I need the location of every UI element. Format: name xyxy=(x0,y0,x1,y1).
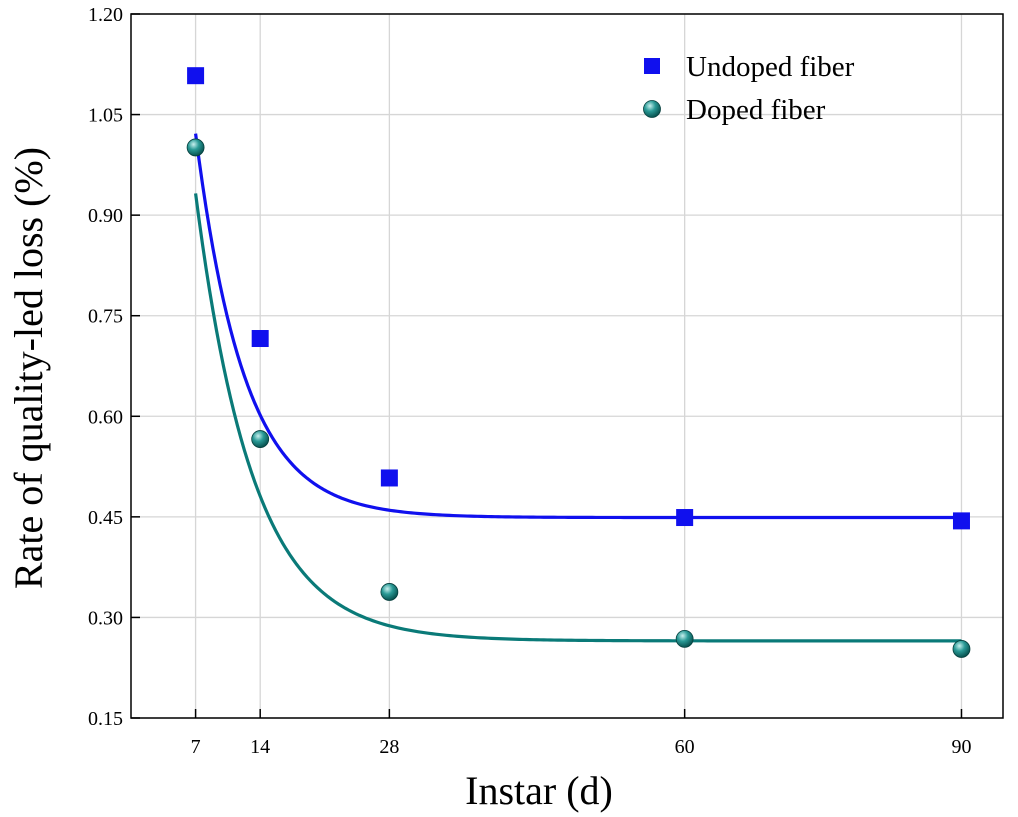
data-point-doped xyxy=(380,583,399,601)
legend-marker-sphere xyxy=(643,100,661,118)
data-point-undoped xyxy=(251,330,269,348)
y-tick-label: 1.20 xyxy=(88,4,123,26)
legend-marker-square xyxy=(644,58,660,74)
data-point-undoped xyxy=(380,469,398,487)
y-tick-label: 0.75 xyxy=(88,306,123,328)
data-point-doped xyxy=(675,629,694,648)
y-tick-label: 0.60 xyxy=(88,406,123,428)
y-tick-label: 0.30 xyxy=(88,607,123,629)
data-point-undoped xyxy=(187,67,205,85)
fit-curves xyxy=(194,133,962,643)
legend-label: Undoped fiber xyxy=(686,51,855,83)
legend-label: Doped fiber xyxy=(686,94,826,126)
y-tick-label: 0.45 xyxy=(88,507,123,529)
legend: Undoped fiber Doped fiber xyxy=(643,51,855,126)
data-point-doped xyxy=(186,138,205,157)
y-tick-label: 1.05 xyxy=(88,105,123,127)
x-tick-label: 14 xyxy=(250,736,270,758)
axis-ticks: 0.15 0.30 0.45 0.60 0.75 0.90 1.05 1.20 7 14 28 60 9… xyxy=(88,4,971,758)
data-point-doped xyxy=(952,640,971,658)
data-point-undoped xyxy=(952,512,970,530)
x-tick-label: 7 xyxy=(191,736,201,758)
data-point-doped xyxy=(251,430,270,448)
x-tick-label: 60 xyxy=(675,736,695,758)
y-axis-title: Rate of quality-led loss (%) xyxy=(6,147,51,589)
x-tick-label: 28 xyxy=(379,736,399,758)
data-point-undoped xyxy=(676,509,694,527)
x-tick-label: 90 xyxy=(951,736,971,758)
data-points xyxy=(186,67,971,658)
fit-curve-series-1 xyxy=(194,193,962,643)
fit-curve-series-0 xyxy=(194,133,962,520)
grid-lines xyxy=(131,13,1003,719)
plot-frame xyxy=(130,13,1004,719)
x-axis-title: Instar (d) xyxy=(465,768,613,813)
y-tick-label: 0.90 xyxy=(88,205,123,227)
y-tick-label: 0.15 xyxy=(88,708,123,730)
